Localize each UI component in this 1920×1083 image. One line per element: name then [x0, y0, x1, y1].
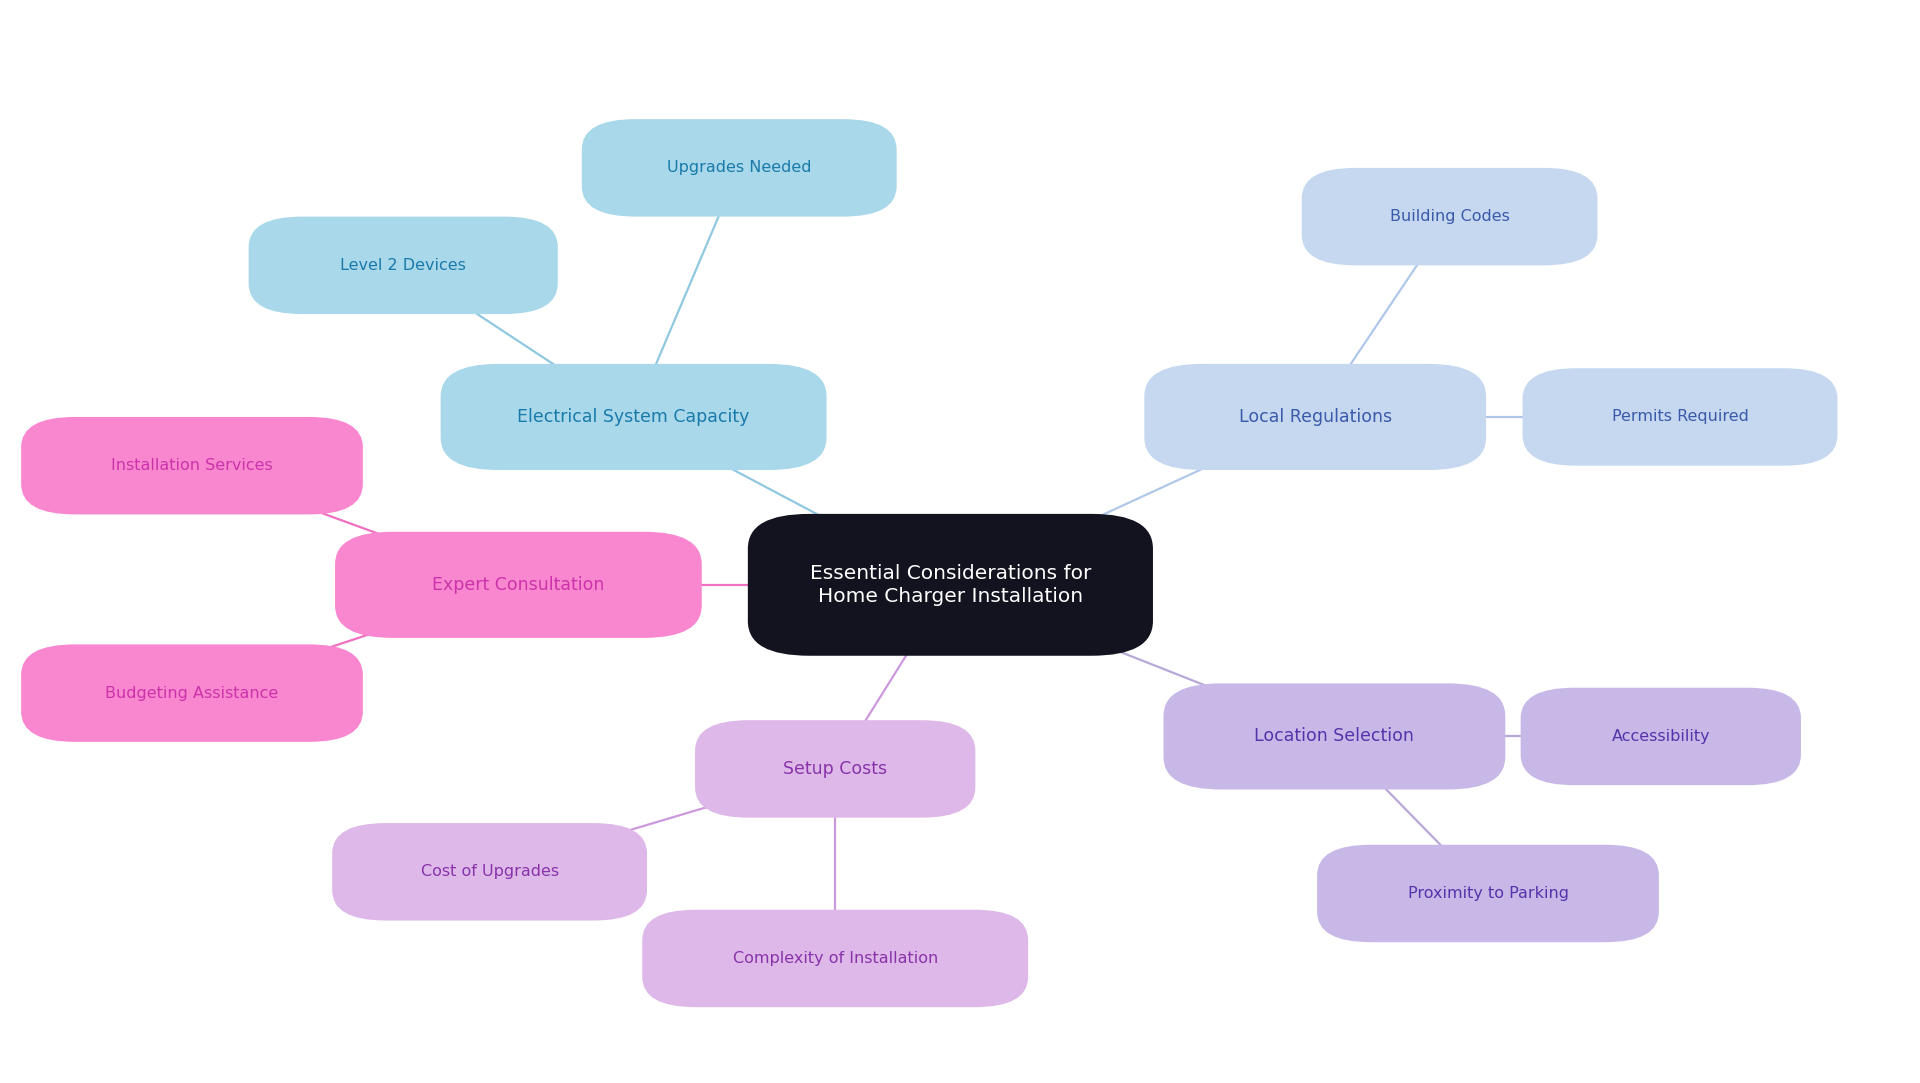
Text: Budgeting Assistance: Budgeting Assistance: [106, 686, 278, 701]
FancyBboxPatch shape: [641, 910, 1029, 1007]
FancyBboxPatch shape: [1317, 845, 1659, 942]
FancyBboxPatch shape: [1523, 368, 1837, 466]
Text: Accessibility: Accessibility: [1611, 729, 1711, 744]
Text: Local Regulations: Local Regulations: [1238, 408, 1392, 426]
Text: Permits Required: Permits Required: [1611, 409, 1749, 425]
FancyBboxPatch shape: [332, 823, 647, 921]
FancyBboxPatch shape: [1164, 683, 1505, 790]
Text: Expert Consultation: Expert Consultation: [432, 576, 605, 593]
Text: Essential Considerations for
Home Charger Installation: Essential Considerations for Home Charge…: [810, 563, 1091, 606]
Text: Complexity of Installation: Complexity of Installation: [733, 951, 937, 966]
FancyBboxPatch shape: [1302, 168, 1597, 265]
FancyBboxPatch shape: [336, 532, 703, 638]
FancyBboxPatch shape: [1144, 364, 1486, 470]
FancyBboxPatch shape: [442, 364, 826, 470]
Text: Proximity to Parking: Proximity to Parking: [1407, 886, 1569, 901]
Text: Setup Costs: Setup Costs: [783, 760, 887, 778]
FancyBboxPatch shape: [21, 644, 363, 742]
Text: Location Selection: Location Selection: [1254, 728, 1415, 745]
Text: Building Codes: Building Codes: [1390, 209, 1509, 224]
FancyBboxPatch shape: [1521, 688, 1801, 785]
FancyBboxPatch shape: [582, 119, 897, 217]
Text: Upgrades Needed: Upgrades Needed: [666, 160, 812, 175]
Text: Level 2 Devices: Level 2 Devices: [340, 258, 467, 273]
Text: Cost of Upgrades: Cost of Upgrades: [420, 864, 559, 879]
FancyBboxPatch shape: [747, 513, 1152, 655]
Text: Electrical System Capacity: Electrical System Capacity: [516, 408, 751, 426]
FancyBboxPatch shape: [21, 417, 363, 514]
FancyBboxPatch shape: [695, 720, 975, 818]
Text: Installation Services: Installation Services: [111, 458, 273, 473]
FancyBboxPatch shape: [250, 217, 557, 314]
